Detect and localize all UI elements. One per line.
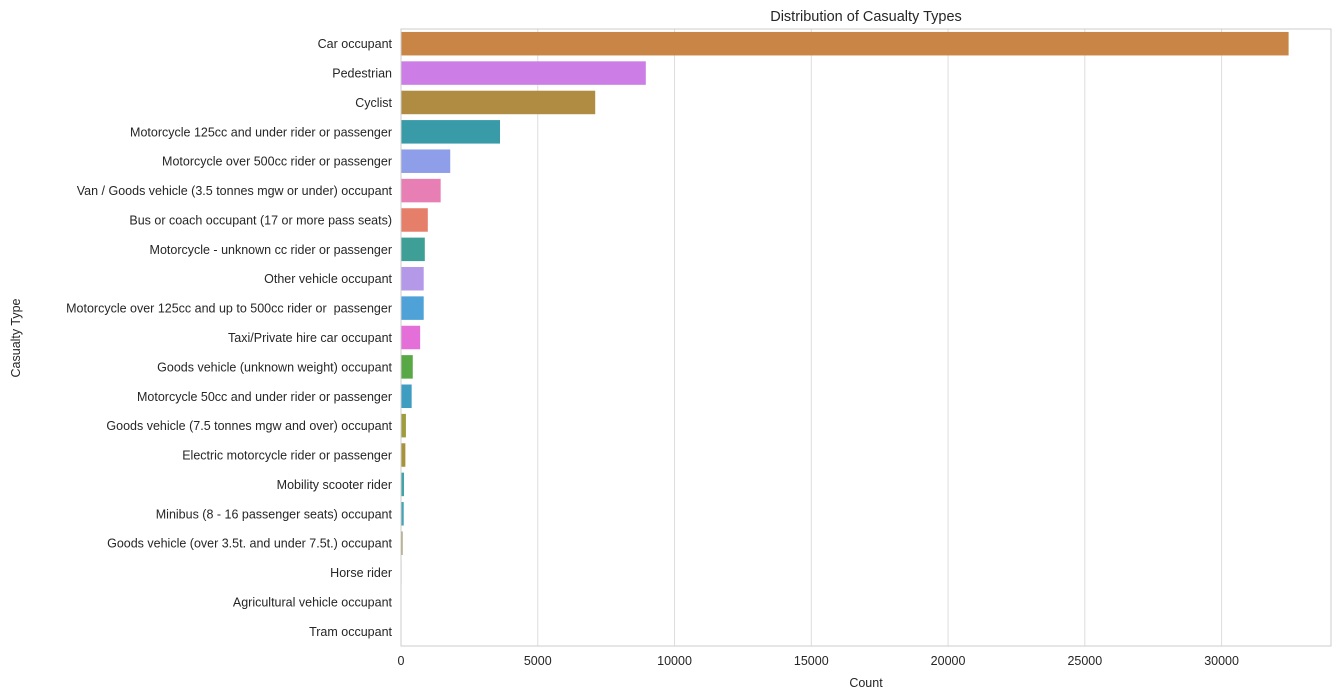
- bar: [401, 296, 424, 320]
- bar: [401, 355, 413, 379]
- y-tick-label: Agricultural vehicle occupant: [233, 595, 393, 609]
- x-tick-label: 0: [398, 654, 405, 668]
- y-tick-label: Van / Goods vehicle (3.5 tonnes mgw or u…: [77, 184, 393, 198]
- y-tick-labels: Car occupant Pedestrian Cyclist Motorcycle …: [66, 37, 392, 639]
- y-tick-label: Bus or coach occupant (17 or more pass s…: [129, 213, 392, 227]
- bar: [401, 178, 441, 203]
- x-tick-labels: 0 5000 10000 15000 20000 25000 30000: [398, 654, 1239, 668]
- bar: [401, 266, 424, 291]
- bar: [401, 413, 406, 438]
- x-tick-label: 30000: [1204, 654, 1239, 668]
- y-tick-label: Horse rider: [330, 566, 392, 580]
- y-tick-label: Motorcycle over 500cc rider or passenger: [162, 155, 392, 169]
- bar: [401, 531, 403, 555]
- x-tick-label: 10000: [657, 654, 692, 668]
- y-tick-label: Motorcycle - unknown cc rider or passeng…: [150, 243, 392, 257]
- y-tick-label: Minibus (8 - 16 passenger seats) occupan…: [156, 507, 393, 521]
- bar: [401, 31, 1289, 56]
- y-tick-label: Tram occupant: [309, 625, 392, 639]
- bar: [401, 149, 451, 173]
- bar: [401, 325, 421, 350]
- y-tick-label: Goods vehicle (unknown weight) occupant: [157, 360, 392, 374]
- y-tick-label: Motorcycle 50cc and under rider or passe…: [137, 390, 392, 404]
- y-tick-label: Mobility scooter rider: [277, 478, 392, 492]
- y-tick-label: Car occupant: [318, 37, 393, 51]
- y-tick-label: Pedestrian: [332, 67, 392, 81]
- bar: [401, 237, 425, 262]
- bar: [401, 208, 428, 232]
- y-tick-label: Taxi/Private hire car occupant: [228, 331, 392, 345]
- y-tick-label: Other vehicle occupant: [264, 272, 392, 286]
- bar: [401, 61, 646, 85]
- bars-layer: [401, 31, 1289, 644]
- bar: [401, 384, 412, 409]
- bar: [401, 443, 406, 467]
- x-axis-label: Count: [849, 676, 883, 690]
- x-tick-label: 5000: [524, 654, 552, 668]
- grid-layer: [400, 29, 1223, 646]
- y-tick-label: Motorcycle 125cc and under rider or pass…: [130, 125, 392, 139]
- bar: [401, 472, 405, 497]
- bar: [401, 502, 404, 526]
- x-tick-label: 15000: [794, 654, 829, 668]
- y-tick-label: Goods vehicle (over 3.5t. and under 7.5t…: [107, 537, 392, 551]
- chart-title: Distribution of Casualty Types: [770, 9, 962, 25]
- x-tick-label: 20000: [931, 654, 966, 668]
- bar: [401, 90, 596, 115]
- x-tick-label: 25000: [1067, 654, 1102, 668]
- y-tick-label: Cyclist: [355, 96, 392, 110]
- bar: [401, 120, 501, 144]
- y-axis-label: Casualty Type: [9, 298, 23, 377]
- y-tick-label: Motorcycle over 125cc and up to 500cc ri…: [66, 302, 392, 316]
- plot-frame: [400, 28, 1332, 647]
- y-tick-label: Goods vehicle (7.5 tonnes mgw and over) …: [106, 419, 392, 433]
- y-tick-label: Electric motorcycle rider or passenger: [182, 449, 392, 463]
